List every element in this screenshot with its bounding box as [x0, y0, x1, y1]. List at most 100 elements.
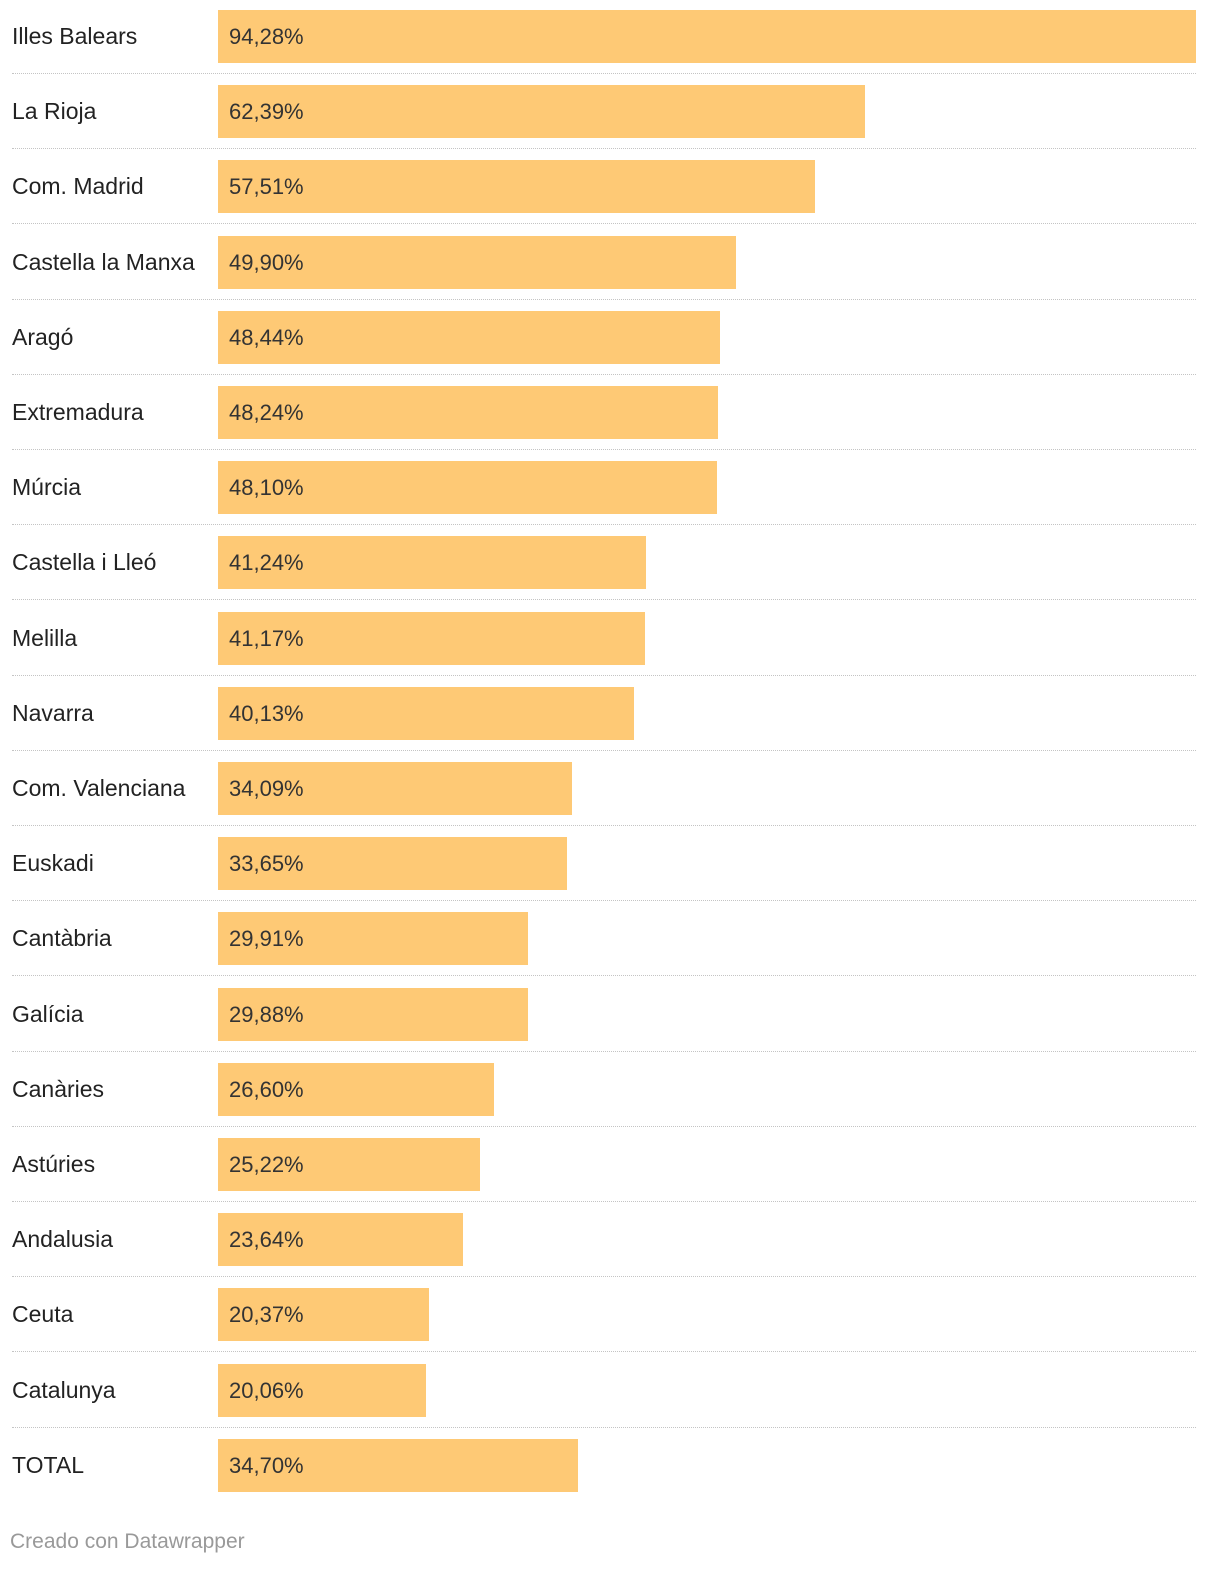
- value-label: 94,28%: [229, 24, 304, 49]
- bar: [218, 912, 529, 966]
- value-label: 25,22%: [229, 1152, 304, 1177]
- category-label: Extremadura: [12, 399, 144, 425]
- value-label: 62,39%: [229, 99, 304, 125]
- bar: [218, 837, 568, 891]
- row-divider: [12, 599, 1196, 601]
- bar-row: Galícia 29,88%: [0, 987, 1220, 1063]
- value-label: 26,60%: [229, 1076, 304, 1102]
- bar-row: Ceuta 20,37%: [0, 1288, 1220, 1363]
- row-divider: [12, 373, 1196, 375]
- category-label: Castella la Manxa: [12, 248, 195, 275]
- bar-row: Múrcia 48,10%: [0, 461, 1220, 536]
- row-divider: [12, 900, 1196, 902]
- bar-row: Illes Balears 94,28%: [0, 10, 1220, 85]
- value-label: 34,09%: [229, 776, 304, 801]
- bar-row: Navarra 40,13%: [0, 686, 1220, 762]
- bar-row: Melilla 41,17%: [0, 611, 1220, 687]
- bar-row: Extremadura 48,24%: [0, 386, 1220, 461]
- value-label: 29,91%: [229, 926, 304, 952]
- value-label: 48,10%: [229, 475, 304, 501]
- row-divider: [12, 73, 1196, 74]
- category-label: Euskadi: [12, 850, 94, 877]
- bar-chart: Illes Balears 94,28% La Rioja 62,39% Com. Ma…: [0, 10, 1220, 1492]
- value-label: 33,65%: [229, 851, 304, 877]
- bar: [218, 461, 717, 515]
- bar-row: Catalunya 20,06%: [0, 1363, 1220, 1439]
- value-label: 34,70%: [229, 1452, 304, 1478]
- category-label: Galícia: [12, 1000, 84, 1027]
- row-divider: [12, 975, 1196, 977]
- value-label: 48,24%: [229, 400, 304, 425]
- category-label: Catalunya: [12, 1376, 116, 1403]
- bar-row: Castella la Manxa 49,90%: [0, 235, 1220, 311]
- bar: [218, 1062, 494, 1116]
- bar: [218, 1138, 480, 1191]
- bar: [218, 160, 815, 214]
- category-label: Com. Madrid: [12, 173, 144, 200]
- bar: [218, 310, 721, 364]
- bar: [218, 10, 1196, 63]
- value-label: 48,44%: [229, 324, 304, 350]
- row-divider: [12, 223, 1196, 225]
- row-divider: [12, 298, 1196, 300]
- chart-credit[interactable]: Creado con Datawrapper: [10, 1530, 245, 1553]
- category-label: Astúries: [12, 1151, 96, 1177]
- bar-row: Andalusia 23,64%: [0, 1213, 1220, 1288]
- category-label: Cantàbria: [12, 925, 112, 952]
- row-divider: [12, 1125, 1196, 1127]
- category-label: Castella i Lleó: [12, 549, 157, 576]
- bar: [218, 1438, 578, 1492]
- category-label: Ceuta: [12, 1301, 74, 1328]
- row-divider: [12, 1050, 1196, 1052]
- bar: [218, 611, 646, 665]
- bar-row: Com. Madrid 57,51%: [0, 160, 1220, 235]
- value-label: 57,51%: [229, 174, 304, 200]
- bar: [218, 686, 635, 740]
- bar-row: TOTAL 34,70%: [0, 1438, 1220, 1514]
- value-label: 40,13%: [229, 700, 304, 726]
- category-label: Canàries: [12, 1075, 105, 1102]
- value-label: 41,17%: [229, 625, 304, 651]
- row-divider: [12, 825, 1196, 826]
- category-label: Com. Valenciana: [12, 775, 186, 801]
- category-label: Melilla: [12, 624, 78, 651]
- row-divider: [12, 1351, 1196, 1353]
- category-label: Navarra: [12, 699, 94, 726]
- row-divider: [12, 449, 1196, 450]
- value-label: 23,64%: [229, 1227, 304, 1253]
- value-label: 20,37%: [229, 1302, 304, 1328]
- bar-row: Castella i Lleó 41,24%: [0, 536, 1220, 611]
- bar-row: Euskadi 33,65%: [0, 837, 1220, 912]
- bar-row: Aragó 48,44%: [0, 310, 1220, 386]
- value-label: 41,24%: [229, 550, 304, 576]
- row-divider: [12, 524, 1196, 526]
- bar: [218, 1213, 464, 1267]
- bar: [218, 1288, 430, 1342]
- bar-row: La Rioja 62,39%: [0, 85, 1220, 160]
- bar: [218, 235, 736, 289]
- value-label: 49,90%: [229, 249, 304, 275]
- row-divider: [12, 674, 1196, 676]
- category-label: La Rioja: [12, 98, 97, 125]
- value-label: 29,88%: [229, 1001, 304, 1027]
- category-label: Andalusia: [12, 1226, 114, 1253]
- bar-row: Cantàbria 29,91%: [0, 912, 1220, 987]
- row-divider: [12, 1276, 1196, 1278]
- bar-row: Astúries 25,22%: [0, 1138, 1220, 1213]
- bar-row: Canàries 26,60%: [0, 1062, 1220, 1138]
- category-label: Múrcia: [12, 474, 82, 501]
- bar: [218, 536, 646, 590]
- bar: [218, 1363, 427, 1417]
- bar: [218, 987, 528, 1041]
- row-divider: [12, 148, 1196, 150]
- bar-row: Com. Valenciana 34,09%: [0, 762, 1220, 837]
- category-label: TOTAL: [12, 1451, 84, 1478]
- category-label: Illes Balears: [12, 23, 138, 49]
- bar: [218, 85, 866, 139]
- row-divider: [12, 749, 1196, 751]
- row-divider: [12, 1201, 1196, 1202]
- row-divider: [12, 1426, 1196, 1428]
- value-label: 20,06%: [229, 1377, 304, 1403]
- bar: [218, 386, 719, 439]
- category-label: Aragó: [12, 323, 74, 350]
